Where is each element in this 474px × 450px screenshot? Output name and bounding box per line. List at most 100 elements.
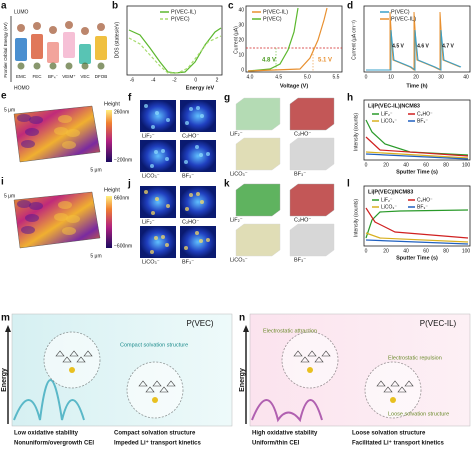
y-axis-label: Frontier Orbital Energy (eV) <box>3 22 8 78</box>
curve <box>128 27 222 74</box>
panel-label: f <box>128 93 132 104</box>
afm-feature <box>54 127 68 135</box>
afm-feature <box>29 116 43 124</box>
molecule-icon <box>97 23 105 31</box>
afm-feature <box>66 215 80 223</box>
colorbar-title: Height <box>104 101 120 107</box>
legend-label: C₂HO⁻ <box>417 111 433 117</box>
molecule <box>390 380 400 387</box>
x-tick-label: 40 <box>463 74 469 80</box>
molecule <box>321 350 331 357</box>
x-tick-label: 0 <box>365 248 368 254</box>
molecule <box>145 386 155 393</box>
molecule-icon <box>17 24 25 32</box>
arrow-head <box>5 325 11 332</box>
tof-tile <box>180 226 216 258</box>
scheme-title: P(VEC) <box>186 319 213 328</box>
panel-label: n <box>239 313 245 324</box>
axes <box>126 5 223 76</box>
annotation: 5.1 V <box>318 58 332 64</box>
x-axis-label: Time (h) <box>406 83 427 89</box>
legend-label: LiCO₃⁻ <box>381 204 397 210</box>
molecule <box>404 380 414 387</box>
homo-label: HOMO <box>14 85 30 91</box>
y-tick-label: 40 <box>238 7 244 13</box>
annotation: 4.5 V <box>392 43 404 49</box>
tof-spot <box>161 149 165 153</box>
legend-label: P(VEC) <box>171 16 190 22</box>
solvation-sheath <box>281 331 339 389</box>
molecule-icon <box>33 62 41 70</box>
y-axis-label: Current (μA) <box>233 26 239 54</box>
energy-well <box>251 399 323 423</box>
tof-spot <box>184 160 188 164</box>
energy-well <box>13 379 85 421</box>
curve <box>128 35 222 74</box>
tile-label: LiCO₃⁻ <box>230 257 248 263</box>
cube <box>235 223 281 257</box>
curve <box>365 232 469 243</box>
tile-label: LiF₂⁻ <box>230 131 243 137</box>
tof-spot <box>154 236 158 240</box>
cube <box>289 137 335 171</box>
scale-label: 5 μm <box>4 193 15 199</box>
tof-spot <box>200 200 204 204</box>
x-axis-label: Sputter Time (s) <box>396 169 438 175</box>
solvation-sheath <box>126 361 184 419</box>
x-tick-label: 30 <box>438 74 444 80</box>
bullet: Compact solvation structure <box>114 431 196 437</box>
solvation-sheath <box>364 361 422 419</box>
molecule-icon <box>65 62 73 70</box>
legend-label: P(VEC-IL) <box>391 16 416 22</box>
li-ion <box>69 367 75 373</box>
tof-spot <box>189 193 193 197</box>
molecule <box>152 380 162 387</box>
arrow-head <box>243 325 249 332</box>
x-tick-label: -6 <box>130 77 135 83</box>
x-tick-label: 20 <box>413 74 419 80</box>
molecule <box>376 380 386 387</box>
colorbar-label: −600nm <box>114 243 132 249</box>
tile-label: BF₃⁻ <box>294 171 306 177</box>
cube <box>235 137 281 171</box>
molecule <box>397 386 407 393</box>
orbital-bar <box>47 42 59 63</box>
tof-spot <box>189 107 193 111</box>
tof-spot <box>144 190 148 194</box>
afm-feature <box>29 202 43 210</box>
scale-label: 5 μm <box>4 107 15 113</box>
panel-label: c <box>228 1 234 12</box>
molecule-icon <box>65 21 73 29</box>
molecule <box>55 350 65 357</box>
tile-label: BF₃⁻ <box>182 259 194 265</box>
x-tick-label: 20 <box>383 248 389 254</box>
tof-spot <box>199 239 203 243</box>
cube <box>289 97 335 131</box>
molecule-label: VEC <box>80 74 90 79</box>
afm-feature <box>58 201 72 209</box>
tof-spot <box>196 192 200 196</box>
molecule-icon <box>17 62 25 70</box>
molecule-icon <box>49 26 57 34</box>
plot-title: Li|P(VEC)|NCM83 <box>368 189 413 195</box>
tof-spot <box>144 104 148 108</box>
molecule <box>76 356 86 363</box>
panel-label: i <box>1 177 4 188</box>
x-tick-label: -2 <box>172 77 177 83</box>
x-tick-label: 80 <box>443 248 449 254</box>
scheme-title: P(VEC-IL) <box>420 319 457 328</box>
tof-spot <box>150 250 154 254</box>
tof-spot <box>151 211 155 215</box>
tof-spot <box>199 153 203 157</box>
tile-label: C₂HO⁻ <box>182 219 199 225</box>
molecule-icon <box>81 27 89 35</box>
y-axis-label: Intensity (counts) <box>353 199 359 237</box>
molecule-icon <box>33 22 41 30</box>
tof-tile <box>140 226 176 258</box>
solvation-sheath <box>43 331 101 389</box>
x-axis-label: Energy /eV <box>186 85 215 91</box>
y-tick-label: 20 <box>238 37 244 43</box>
y-tick-label: 0 <box>241 67 244 73</box>
annotation: 4.6 V <box>417 43 429 49</box>
x-tick-label: 0 <box>365 162 368 168</box>
